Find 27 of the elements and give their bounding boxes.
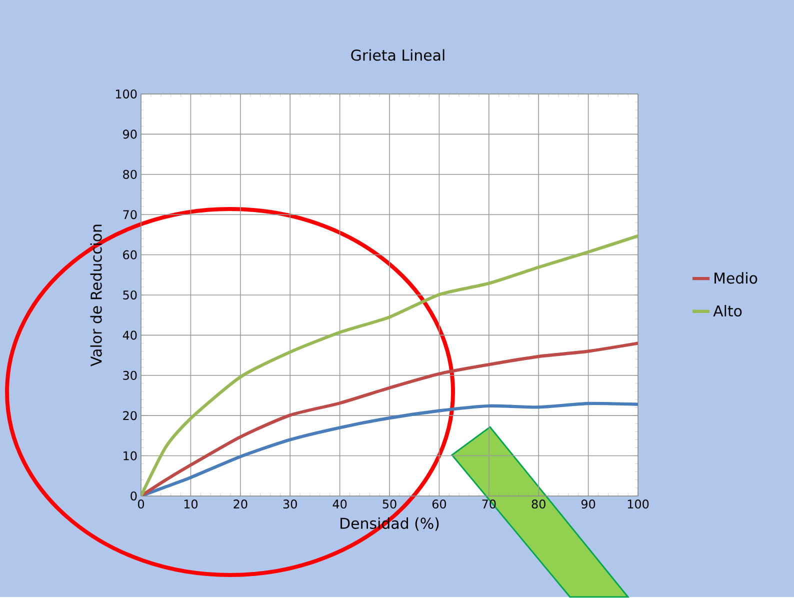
x-tick-label: 20 xyxy=(234,500,248,509)
y-tick-label: 20 xyxy=(123,411,137,420)
line-series xyxy=(141,342,638,496)
x-tick-label: 50 xyxy=(382,500,396,509)
y-tick-label: 40 xyxy=(122,330,137,340)
y-axis-title: Valor de Reduccion xyxy=(90,224,102,366)
x-tick-label: 0 xyxy=(138,500,144,509)
y-tick-label: 50 xyxy=(123,290,137,300)
x-tick-label: 100 xyxy=(628,500,649,509)
y-tick-label: 100 xyxy=(116,90,137,99)
legend-label: Medio xyxy=(714,272,758,284)
y-tick-label: 60 xyxy=(123,250,137,260)
x-tick-label: 40 xyxy=(332,500,347,509)
y-tick-label: 80 xyxy=(123,170,137,180)
y-tick-label: 10 xyxy=(124,451,137,460)
chart-title: Grieta Lineal xyxy=(351,49,444,61)
x-tick-label: 90 xyxy=(581,500,596,509)
x-tick-label: 60 xyxy=(432,500,446,509)
line-series xyxy=(141,234,638,496)
y-tick-label: 90 xyxy=(123,130,137,139)
x-tick-label: 80 xyxy=(532,500,546,509)
y-tick-label: 30 xyxy=(123,370,137,380)
legend-label: Alto xyxy=(713,305,742,317)
y-tick-label: 0 xyxy=(130,492,137,501)
x-tick-label: 10 xyxy=(184,500,198,509)
y-tick-label: 70 xyxy=(123,210,137,220)
x-tick-label: 30 xyxy=(283,500,297,509)
